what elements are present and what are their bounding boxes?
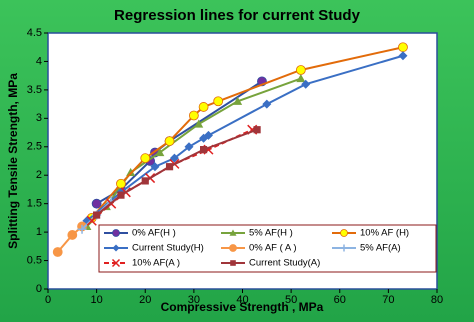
marker	[398, 42, 408, 53]
y-tick-label: 3.5	[27, 84, 42, 96]
x-tick-label: 20	[139, 294, 151, 306]
legend	[98, 224, 437, 273]
marker	[194, 119, 204, 128]
marker	[198, 102, 209, 112]
marker	[296, 74, 306, 83]
legend-marker	[340, 229, 348, 237]
marker	[262, 99, 272, 109]
y-tick-label: 0	[36, 283, 42, 295]
legend-marker	[340, 244, 348, 252]
legend-marker	[229, 244, 237, 252]
marker	[169, 153, 179, 163]
x-tick-label: 60	[334, 294, 346, 306]
x-tick-label: 30	[188, 294, 200, 306]
legend-label: 5% AF(H )	[249, 228, 293, 239]
series-line	[95, 128, 258, 216]
y-axis-label: Splitting Tensile Strength, MPa	[6, 73, 20, 249]
marker	[91, 198, 102, 209]
marker	[77, 224, 87, 234]
marker	[165, 163, 174, 171]
marker	[301, 79, 311, 89]
legend-label: Current Study(H)	[132, 243, 204, 254]
series-line	[86, 54, 404, 222]
legend-marker	[111, 258, 121, 268]
marker	[150, 162, 160, 172]
marker	[141, 177, 149, 185]
y-tick-label: 4.5	[27, 27, 42, 39]
legend-marker	[229, 229, 237, 236]
chart-title: Regression lines for current Study	[114, 7, 361, 24]
x-axis-label: Compressive Strength , MPa	[161, 300, 324, 314]
marker	[155, 147, 165, 157]
x-tick-label: 0	[45, 294, 51, 306]
marker	[117, 191, 125, 199]
marker	[295, 65, 306, 75]
marker	[233, 96, 243, 105]
y-tick-label: 4	[36, 55, 42, 67]
legend-marker	[112, 229, 120, 237]
legend-label: Current Study(A)	[249, 258, 320, 269]
x-tick-label: 70	[382, 294, 394, 306]
marker	[52, 247, 63, 257]
marker	[213, 96, 224, 107]
marker	[140, 153, 151, 164]
x-tick-label: 80	[431, 294, 443, 306]
legend-marker	[230, 260, 236, 266]
marker	[203, 130, 213, 140]
x-tick-label: 50	[285, 294, 297, 306]
marker	[126, 167, 136, 176]
legend-label: 5% AF(A)	[360, 243, 401, 254]
x-tick-label: 40	[236, 294, 248, 306]
legend-label: 0% AF ( A )	[249, 243, 297, 254]
y-tick-label: 3	[36, 112, 42, 124]
marker	[200, 146, 208, 154]
y-tick-label: 1	[36, 226, 42, 238]
y-tick-label: 2	[36, 169, 42, 181]
marker	[253, 126, 261, 134]
marker	[398, 51, 408, 61]
y-tick-label: 1.5	[27, 198, 42, 210]
marker	[93, 211, 101, 219]
marker	[188, 110, 199, 121]
x-tick-label: 10	[91, 294, 103, 306]
y-tick-label: 0.5	[27, 254, 42, 266]
y-tick-label: 2.5	[27, 141, 42, 153]
legend-label: 10% AF (H)	[360, 228, 409, 239]
legend-label: 10% AF(A )	[132, 258, 180, 269]
marker	[116, 178, 126, 189]
legend-label: 0% AF(H )	[132, 228, 176, 239]
marker	[184, 142, 194, 152]
marker	[67, 230, 78, 240]
marker	[164, 136, 175, 146]
legend-marker	[112, 244, 120, 252]
